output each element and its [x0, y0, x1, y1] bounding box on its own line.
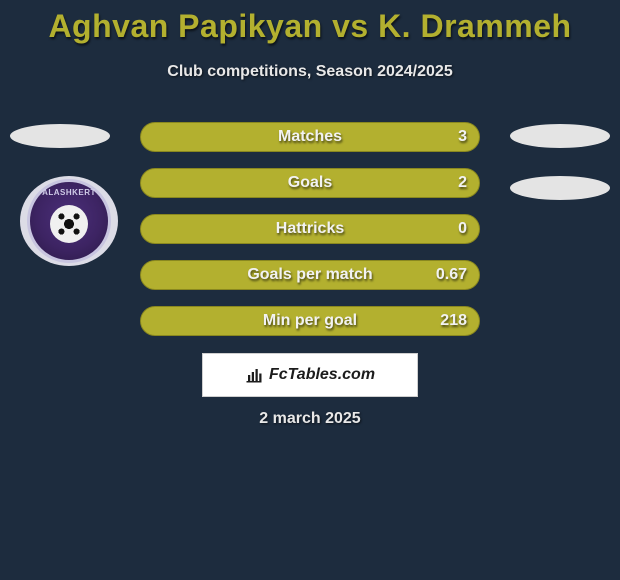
stat-bar-min-per-goal: Min per goal 218	[140, 306, 480, 336]
stat-value: 218	[440, 312, 467, 330]
date-text: 2 march 2025	[0, 410, 620, 428]
stat-bar-goals-per-match: Goals per match 0.67	[140, 260, 480, 290]
page-subtitle: Club competitions, Season 2024/2025	[0, 63, 620, 81]
stat-value: 0	[458, 220, 467, 238]
stat-bar-hattricks: Hattricks 0	[140, 214, 480, 244]
stat-value: 3	[458, 128, 467, 146]
stat-label: Goals	[288, 174, 332, 192]
page-title: Aghvan Papikyan vs K. Drammeh	[0, 0, 620, 45]
stat-bar-matches: Matches 3	[140, 122, 480, 152]
stat-label: Matches	[278, 128, 342, 146]
stat-value: 2	[458, 174, 467, 192]
comparison-card: Aghvan Papikyan vs K. Drammeh Club compe…	[0, 0, 620, 580]
bar-chart-icon	[245, 366, 263, 384]
stat-label: Goals per match	[247, 266, 372, 284]
stat-label: Min per goal	[263, 312, 357, 330]
stat-label: Hattricks	[276, 220, 344, 238]
stats-area: Matches 3 Goals 2 Hattricks 0 Goals per …	[0, 122, 620, 352]
brand-link[interactable]: FcTables.com	[202, 353, 418, 397]
stat-bar-goals: Goals 2	[140, 168, 480, 198]
brand-text: FcTables.com	[269, 366, 375, 384]
stat-value: 0.67	[436, 266, 467, 284]
